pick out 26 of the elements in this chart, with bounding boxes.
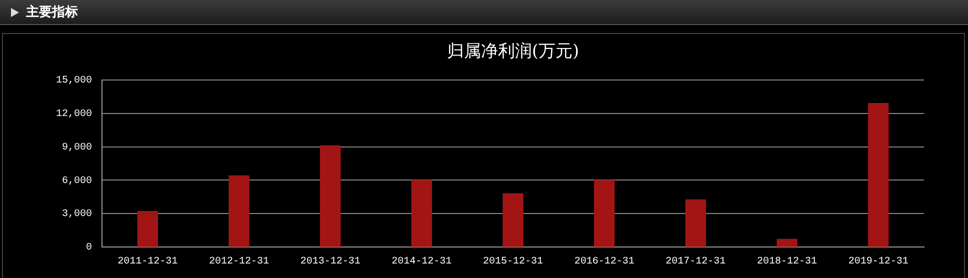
bar [228,175,250,247]
bar [594,180,615,247]
y-tick-label: 15,000 [56,76,92,87]
bar [776,238,798,247]
y-tick-label: 3,000 [62,209,92,220]
y-tick-label: 9,000 [62,142,92,154]
bar [502,193,524,247]
x-tick-label: 2013-12-31 [300,256,360,268]
y-tick-label: 6,000 [62,176,92,187]
x-tick-label: 2017-12-31 [666,256,726,268]
x-tick-label: 2015-12-31 [482,256,544,268]
bar [868,103,889,247]
bar [685,199,706,247]
text: 主要指标 [26,4,78,21]
x-tick-label: 2016-12-31 [574,256,634,268]
bar [411,180,432,247]
bar [320,145,341,247]
x-tick-label: 2012-12-31 [208,256,270,268]
y-tick-label: 0 [86,242,92,254]
y-tick-label: 12,000 [56,109,92,120]
chart-title: 归属净利润(万元) [446,41,580,62]
x-tick-label: 2018-12-31 [756,256,818,268]
x-tick-label: 2019-12-31 [848,256,908,268]
x-tick-label: 2011-12-31 [118,256,178,268]
bar [137,211,158,247]
x-tick-label: 2014-12-31 [392,256,452,268]
